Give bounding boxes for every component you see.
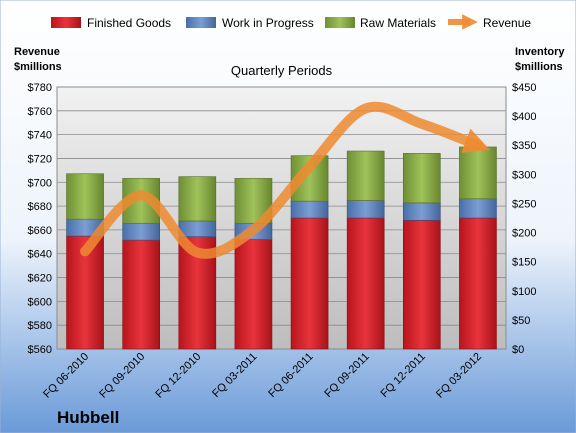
- left-axis-ticks: $560 $580 $600 $620 $640 $660 $680 $700 $720 $740…: [28, 82, 52, 356]
- legend-swatch-finished-goods: [51, 17, 81, 28]
- left-tick-label: $620: [28, 273, 52, 285]
- company-name: Hubbell: [57, 408, 119, 427]
- bar-finished-goods: [234, 239, 273, 350]
- left-tick-label: $680: [28, 201, 52, 213]
- bar-finished-goods: [459, 217, 497, 350]
- legend-swatch-raw-materials: [325, 17, 355, 28]
- revenue-line-layer: [80, 101, 491, 259]
- left-tick-label: $700: [28, 177, 52, 189]
- right-axis-title-line-1: Inventory: [515, 46, 565, 58]
- legend-item-revenue: Revenue: [448, 14, 531, 30]
- left-tick-label: $760: [28, 106, 52, 118]
- bar-raw-materials: [402, 153, 441, 204]
- bar-work-in-progress: [459, 198, 497, 219]
- right-tick-label: $400: [512, 111, 536, 123]
- left-tick-label: $600: [28, 296, 52, 308]
- legend-label-finished-goods: Finished Goods: [87, 16, 171, 30]
- right-tick-label: $450: [512, 82, 536, 94]
- right-tick-label: $50: [512, 315, 530, 327]
- left-tick-label: $660: [28, 225, 52, 237]
- legend: Finished Goods Work in Progress Raw Mate…: [51, 14, 531, 30]
- bar-work-in-progress: [178, 220, 217, 237]
- bar-finished-goods: [402, 220, 441, 350]
- right-tick-label: $200: [512, 228, 536, 240]
- left-axis-title-line-2: $millions: [14, 61, 62, 73]
- right-axis-ticks: $0 $50 $100 $150 $200 $250 $300 $350 $400 $450: [512, 82, 536, 356]
- left-tick-label: $740: [28, 130, 52, 142]
- left-tick-label: $780: [28, 82, 52, 94]
- bars: [66, 146, 497, 350]
- right-tick-label: $300: [512, 169, 536, 181]
- bar-work-in-progress: [346, 200, 385, 219]
- bar-work-in-progress: [290, 200, 329, 219]
- bar-finished-goods: [346, 217, 385, 350]
- left-tick-label: $640: [28, 249, 52, 261]
- bar-finished-goods: [290, 217, 329, 350]
- bar-finished-goods: [122, 239, 161, 350]
- bar-work-in-progress: [122, 222, 161, 241]
- right-axis-title-line-2: $millions: [515, 61, 563, 73]
- legend-item-raw-materials: Raw Materials: [325, 16, 436, 30]
- left-tick-label: $720: [28, 153, 52, 165]
- bar-raw-materials: [459, 146, 497, 200]
- bar-raw-materials: [66, 173, 104, 220]
- legend-item-finished-goods: Finished Goods: [51, 16, 171, 30]
- bar-raw-materials: [178, 176, 217, 222]
- legend-item-work-in-progress: Work in Progress: [186, 16, 314, 30]
- revenue-line: [80, 101, 491, 259]
- right-tick-label: $150: [512, 257, 536, 269]
- right-tick-label: $350: [512, 140, 536, 152]
- right-tick-label: $0: [512, 344, 524, 356]
- right-tick-label: $100: [512, 286, 536, 298]
- legend-label-raw-materials: Raw Materials: [360, 16, 436, 30]
- bar-raw-materials: [346, 150, 385, 201]
- left-axis-title-line-1: Revenue: [14, 46, 60, 58]
- left-tick-label: $580: [28, 320, 52, 332]
- chart-title: Quarterly Periods: [231, 63, 333, 78]
- left-tick-label: $560: [28, 344, 52, 356]
- legend-label-revenue: Revenue: [483, 16, 531, 30]
- right-tick-label: $250: [512, 198, 536, 210]
- legend-label-work-in-progress: Work in Progress: [222, 16, 314, 30]
- bar-work-in-progress: [402, 202, 441, 221]
- legend-swatch-work-in-progress: [186, 17, 216, 28]
